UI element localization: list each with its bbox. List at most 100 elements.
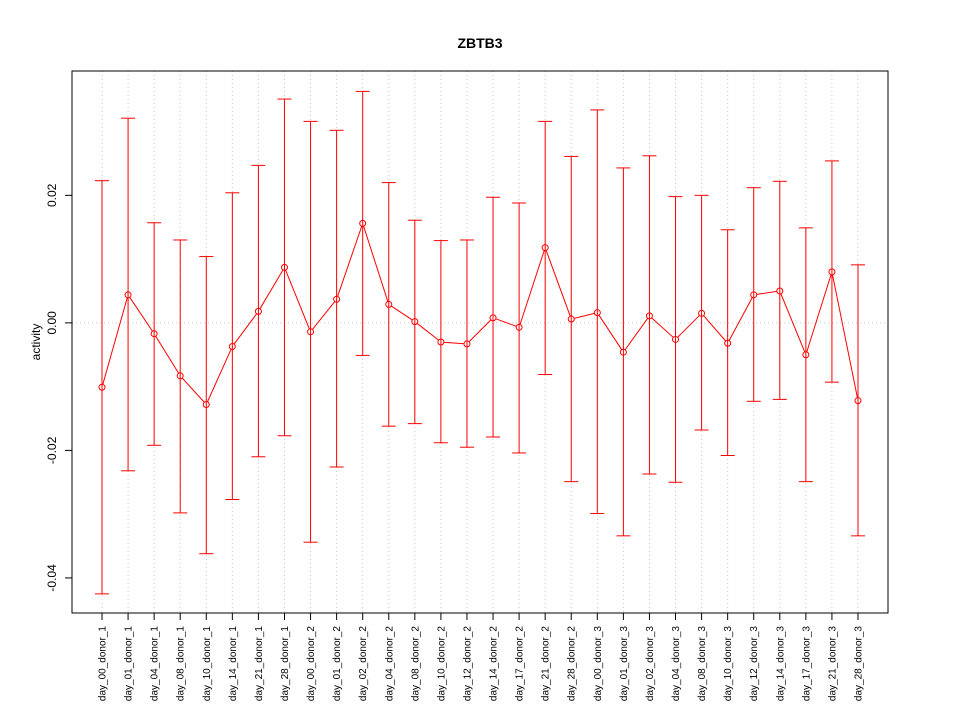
- data-point: [854, 397, 862, 405]
- x-tick-label: day_17_donor_2: [515, 626, 526, 702]
- x-tick-label: day_10_donor_2: [436, 626, 447, 702]
- data-point: [750, 291, 758, 299]
- x-tick-label: day_04_donor_1: [150, 626, 161, 702]
- data-point: [411, 318, 419, 326]
- data-point: [176, 372, 184, 380]
- series-segment: [155, 335, 180, 374]
- x-tick-label: day_12_donor_3: [749, 626, 760, 702]
- series-segment: [519, 250, 545, 325]
- x-tick-label: day_10_donor_1: [202, 626, 213, 702]
- series-segment: [703, 315, 727, 342]
- x-tick-label: day_00_donor_2: [306, 626, 317, 702]
- series-segment: [468, 319, 492, 343]
- series-segment: [624, 318, 649, 351]
- y-tick-label: -0.02: [45, 436, 59, 464]
- data-point: [254, 307, 262, 315]
- data-point: [672, 335, 680, 343]
- x-tick-label: day_14_donor_1: [228, 626, 239, 702]
- data-point: [307, 328, 315, 336]
- grid: [72, 71, 888, 613]
- data-point: [98, 383, 106, 391]
- series-segment: [312, 301, 336, 330]
- series-segment: [780, 293, 806, 353]
- y-tick-label: 0.02: [45, 183, 59, 207]
- x-axis: day_00_donor_1 day_01_donor_1 day_04_donor…: [98, 612, 865, 702]
- x-tick-label: day_28_donor_2: [567, 626, 578, 702]
- x-tick-label: day_00_donor_1: [98, 626, 109, 702]
- series-segment: [598, 314, 623, 350]
- x-tick-label: day_10_donor_3: [723, 626, 734, 702]
- data-point: [124, 291, 132, 299]
- x-tick-label: day_21_donor_3: [827, 626, 838, 702]
- data-point: [593, 309, 601, 317]
- data-point: [463, 340, 471, 348]
- x-tick-label: day_01_donor_3: [619, 626, 630, 702]
- series-segment: [337, 226, 363, 297]
- chart-title: ZBTB3: [457, 35, 502, 51]
- series-segment: [102, 297, 128, 385]
- y-tick-label: 0.00: [45, 311, 59, 335]
- x-tick-label: day_04_donor_3: [671, 626, 682, 702]
- x-tick-label: day_28_donor_1: [280, 626, 291, 702]
- x-tick-label: day_14_donor_2: [489, 626, 500, 702]
- data-point: [150, 330, 158, 338]
- data-point: [698, 309, 706, 317]
- data-point: [619, 348, 627, 356]
- data-point: [541, 244, 549, 252]
- series-segment: [832, 274, 858, 398]
- series-segment: [285, 269, 310, 330]
- data-point: [385, 300, 393, 308]
- series-segment: [651, 317, 674, 338]
- data-point: [828, 268, 836, 276]
- x-tick-label: day_12_donor_2: [462, 626, 473, 702]
- data-point: [359, 219, 367, 227]
- x-tick-label: day_02_donor_2: [358, 626, 369, 702]
- series-segment: [756, 290, 777, 295]
- series: [95, 90, 865, 595]
- data-point: [567, 315, 575, 323]
- data-point: [280, 263, 288, 271]
- series-segment: [259, 269, 284, 310]
- data-point: [515, 323, 523, 331]
- x-tick-label: day_04_donor_2: [384, 626, 395, 702]
- data-point: [776, 287, 784, 295]
- data-point: [333, 295, 341, 303]
- data-point: [202, 400, 210, 408]
- series-segment: [363, 226, 389, 302]
- series-segment: [181, 377, 205, 403]
- x-tick-label: day_00_donor_3: [593, 626, 604, 702]
- x-tick-label: day_28_donor_3: [854, 626, 865, 702]
- data-point: [437, 338, 445, 346]
- x-tick-label: day_08_donor_3: [697, 626, 708, 702]
- x-tick-label: day_17_donor_3: [801, 626, 812, 702]
- plot-frame: [71, 70, 889, 614]
- data-point: [228, 342, 236, 350]
- series-segment: [233, 313, 258, 345]
- series-segment: [677, 315, 700, 338]
- series-segment: [390, 305, 413, 321]
- series-segment: [207, 348, 232, 402]
- y-axis: -0.04 -0.02 0.00 0.02: [45, 183, 73, 592]
- series-segment: [574, 312, 595, 319]
- y-tick-label: -0.04: [45, 564, 59, 592]
- series-segment: [545, 250, 571, 317]
- data-point: [802, 351, 810, 359]
- data-point: [489, 314, 497, 322]
- series-segment: [728, 297, 753, 341]
- series-segment: [806, 274, 832, 353]
- data-point: [645, 312, 653, 320]
- series-segment: [416, 323, 439, 341]
- x-tick-label: day_01_donor_2: [332, 626, 343, 702]
- x-tick-label: day_14_donor_3: [775, 626, 786, 702]
- series-segment: [129, 297, 153, 332]
- y-axis-label: activity: [29, 324, 43, 361]
- x-tick-label: day_02_donor_3: [645, 626, 656, 702]
- x-tick-label: day_08_donor_2: [410, 626, 421, 702]
- x-tick-label: day_21_donor_2: [541, 626, 552, 702]
- data-point: [724, 339, 732, 347]
- x-tick-label: day_01_donor_1: [124, 626, 135, 702]
- x-tick-label: day_21_donor_1: [254, 626, 265, 702]
- series-segment: [443, 341, 465, 345]
- series-segment: [495, 318, 517, 327]
